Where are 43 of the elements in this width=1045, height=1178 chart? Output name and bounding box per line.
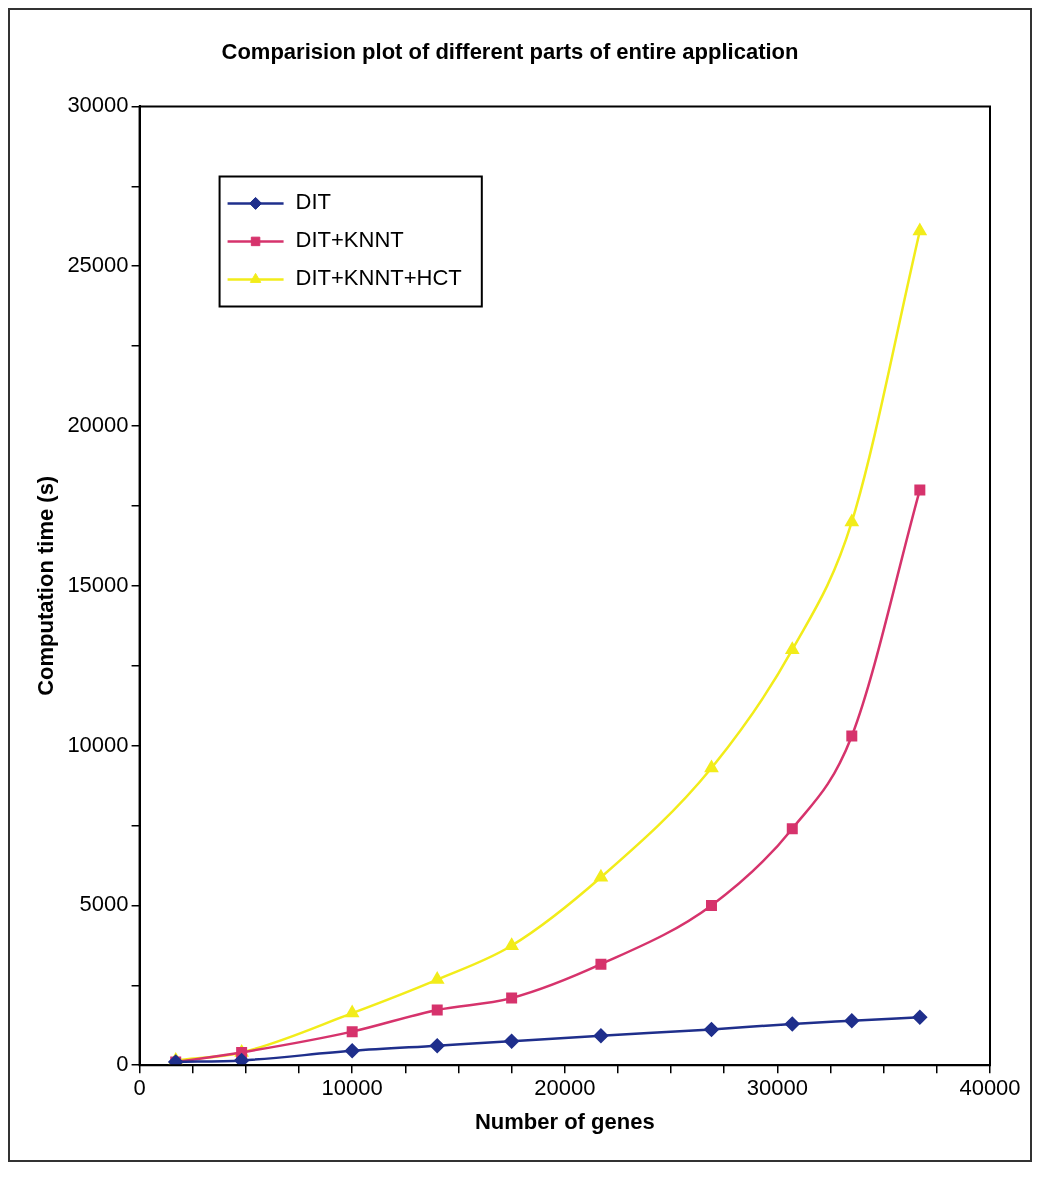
point [845, 514, 859, 527]
point [594, 870, 608, 882]
x-axis-title: Number of genes [474, 1108, 655, 1134]
y-tick-label: 30000 [67, 92, 129, 118]
y-tick-label: 0 [116, 1051, 129, 1077]
point [704, 1022, 719, 1037]
x-tick-label: 40000 [959, 1075, 1021, 1101]
x-tick-label: 20000 [534, 1075, 596, 1101]
y-tick-label: 15000 [67, 571, 129, 597]
x-tick-label: 30000 [746, 1075, 808, 1101]
point [595, 958, 607, 970]
point [846, 730, 858, 742]
chart-title: Comparision plot of different parts of entire application [221, 39, 799, 65]
point [705, 899, 717, 911]
y-tick-label: 25000 [67, 252, 129, 278]
y-tick-label: 5000 [79, 891, 129, 917]
x-tick-label: 10000 [321, 1075, 383, 1101]
point [345, 1005, 359, 1018]
point [785, 1016, 800, 1032]
legend-label: DIT [295, 189, 332, 215]
point [844, 1013, 860, 1029]
y-axis-title: Computation time (s) [33, 475, 59, 696]
legend-label: DIT+KNNT [295, 227, 404, 253]
point [786, 823, 798, 835]
y-tick-label: 10000 [67, 731, 129, 757]
point [785, 642, 799, 654]
point [431, 1004, 443, 1016]
point [234, 1053, 249, 1066]
point [913, 223, 927, 236]
point [429, 1038, 445, 1053]
point [505, 938, 519, 950]
legend-label: DIT+KNNT+HCT [295, 265, 462, 291]
point [593, 1028, 609, 1044]
y-tick-label: 20000 [67, 412, 129, 438]
point [430, 972, 444, 984]
point [344, 1043, 360, 1059]
x-tick-label: 0 [133, 1075, 146, 1101]
point [506, 992, 518, 1004]
point [914, 484, 926, 496]
point [346, 1026, 358, 1038]
point [912, 1010, 928, 1025]
point [504, 1033, 519, 1049]
point [705, 760, 718, 773]
